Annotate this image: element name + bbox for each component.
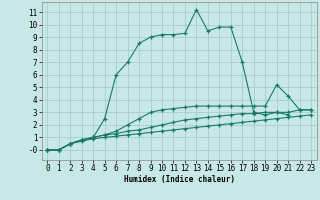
X-axis label: Humidex (Indice chaleur): Humidex (Indice chaleur) bbox=[124, 175, 235, 184]
